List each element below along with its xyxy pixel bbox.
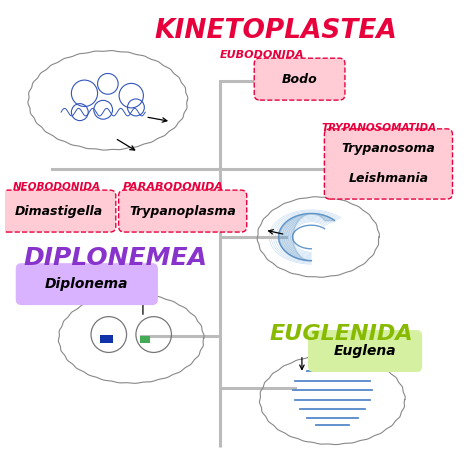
Text: EUBODONIDA: EUBODONIDA	[220, 50, 304, 60]
Text: DIPLONEMEA: DIPLONEMEA	[24, 246, 208, 270]
FancyBboxPatch shape	[16, 263, 158, 305]
FancyBboxPatch shape	[254, 58, 345, 100]
FancyBboxPatch shape	[100, 335, 112, 343]
FancyBboxPatch shape	[324, 129, 453, 199]
Text: Diplonema: Diplonema	[45, 277, 128, 291]
Text: Trypanoplasma: Trypanoplasma	[129, 205, 236, 218]
Text: Dimastigella: Dimastigella	[15, 205, 103, 218]
Text: KINETOPLASTEA: KINETOPLASTEA	[155, 18, 398, 44]
Text: EUGLENIDA: EUGLENIDA	[270, 324, 413, 344]
Text: PARABODONIDA: PARABODONIDA	[123, 182, 224, 192]
FancyBboxPatch shape	[118, 190, 247, 232]
Text: TRYPANOSOMATIDA: TRYPANOSOMATIDA	[321, 123, 437, 133]
Text: NEOBODONIDA: NEOBODONIDA	[12, 182, 100, 192]
Text: Trypanosoma

Leishmania: Trypanosoma Leishmania	[342, 143, 435, 185]
Text: Bodo: Bodo	[282, 73, 318, 86]
FancyBboxPatch shape	[140, 336, 150, 343]
FancyBboxPatch shape	[308, 330, 422, 372]
FancyBboxPatch shape	[2, 190, 116, 232]
Text: Euglena: Euglena	[334, 344, 396, 358]
